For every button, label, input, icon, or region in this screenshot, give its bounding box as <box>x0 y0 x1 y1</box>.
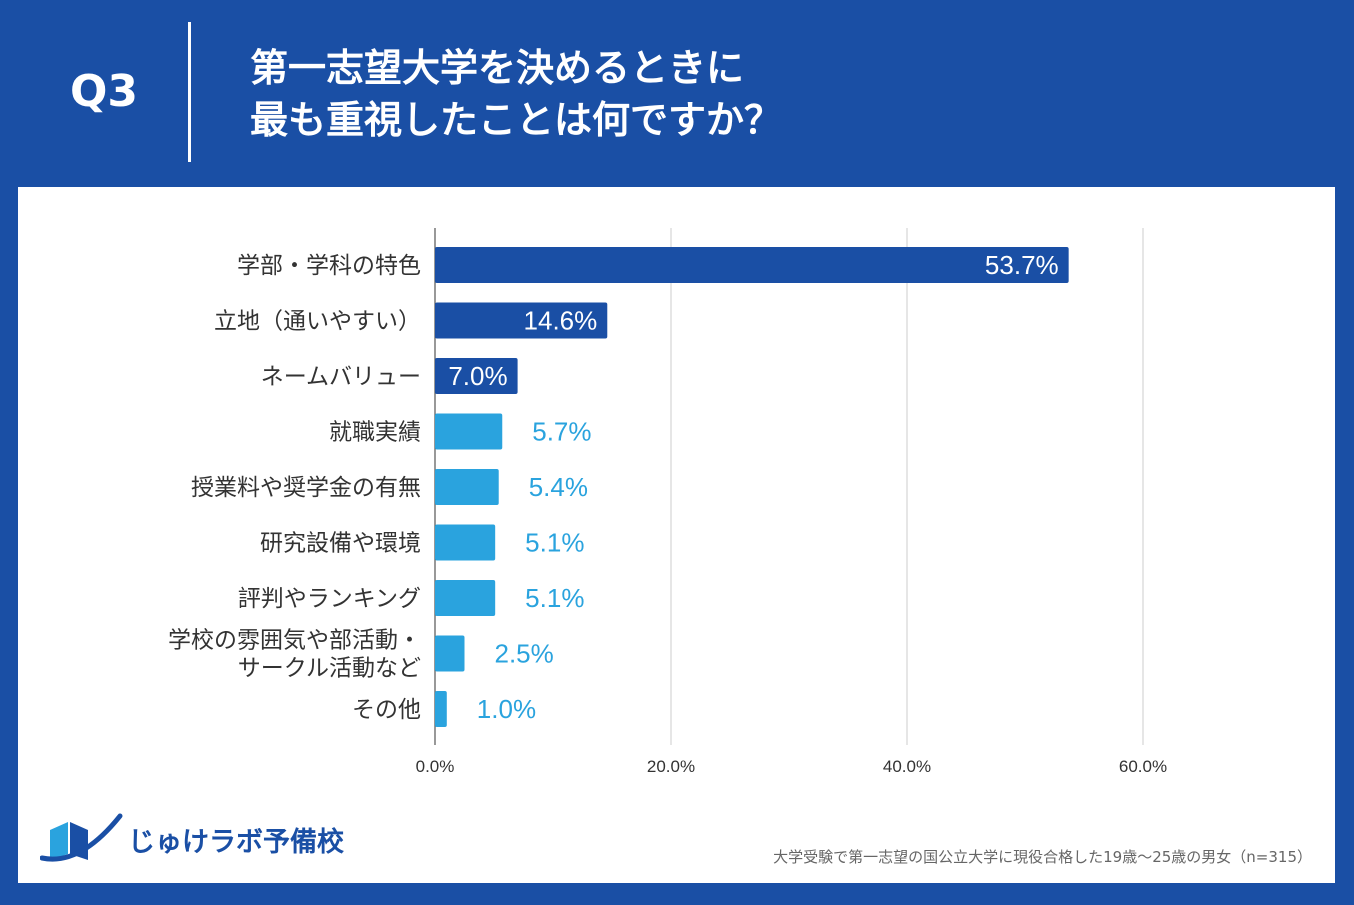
value-label: 5.7% <box>532 417 591 447</box>
category-label: 就職実績 <box>329 420 421 446</box>
x-tick-label: 20.0% <box>647 757 695 776</box>
bar <box>435 413 503 450</box>
x-tick-label: 40.0% <box>883 757 931 776</box>
logo-text: じゅけラボ予備校 <box>128 827 344 858</box>
bar <box>435 580 496 616</box>
question-number: Q3 <box>70 66 139 117</box>
bar <box>435 358 518 394</box>
header-divider <box>188 22 191 162</box>
category-label: 授業料や奨学金の有無 <box>191 475 421 501</box>
value-label: 7.0% <box>448 361 507 391</box>
value-label: 5.4% <box>529 472 588 502</box>
x-tick-label: 60.0% <box>1119 757 1167 776</box>
value-label: 2.5% <box>495 639 554 669</box>
x-tick-label: 0.0% <box>416 757 455 776</box>
bar <box>435 247 1069 283</box>
value-label: 5.1% <box>525 528 584 558</box>
category-label: 学部・学科の特色 <box>237 253 421 279</box>
logo: じゅけラボ予備校 <box>39 808 360 868</box>
chart-card <box>18 187 1335 883</box>
value-label: 1.0% <box>477 694 536 724</box>
page-title: 第一志望大学を決めるときに 最も重視したことは何ですか？ <box>250 42 1310 146</box>
bar <box>435 469 499 505</box>
value-label: 5.1% <box>525 583 584 613</box>
category-label: 研究設備や環境 <box>260 531 421 557</box>
category-label: 評判やランキング <box>238 586 421 612</box>
category-label: その他 <box>352 697 421 723</box>
category-label: 立地（通いやすい） <box>214 309 421 335</box>
title-line-2: 最も重視したことは何ですか？ <box>250 98 783 142</box>
footnote: 大学受験で第一志望の国公立大学に現役合格した19歳～25歳の男女（n=315） <box>773 848 1312 866</box>
bar <box>435 691 447 727</box>
open-book-swoosh-icon <box>39 813 123 862</box>
title-line-1: 第一志望大学を決めるときに <box>250 46 745 90</box>
value-label: 14.6% <box>524 306 598 336</box>
category-label: サークル活動など <box>238 656 421 682</box>
bar <box>435 524 496 561</box>
value-label: 53.7% <box>985 250 1059 280</box>
category-label: 学校の雰囲気や部活動・ <box>168 628 421 654</box>
category-label: ネームバリュー <box>261 364 421 390</box>
bar <box>435 302 608 339</box>
bar <box>435 635 465 672</box>
